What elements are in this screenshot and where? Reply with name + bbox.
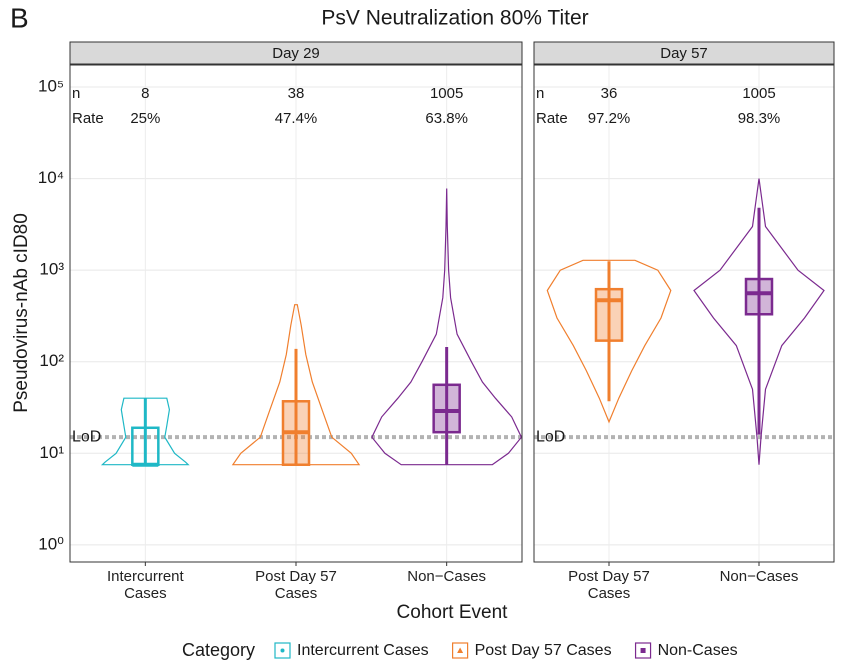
violin [693, 178, 825, 465]
n-value: 36 [601, 85, 618, 102]
x-tick-label: Non−Cases [407, 568, 487, 585]
x-tick-label: Non−Cases [719, 568, 799, 585]
legend-key [452, 642, 469, 659]
facet-strip [533, 41, 835, 65]
y-tick-label: 10¹ [39, 443, 64, 462]
violin [231, 304, 361, 466]
box [432, 383, 461, 434]
y-tick-label: 10⁵ [38, 77, 64, 96]
facet-title: Day 57 [660, 45, 708, 62]
n-value: 8 [141, 85, 149, 102]
violin [546, 259, 672, 424]
legend-marker [457, 647, 464, 653]
x-axis-label: Cohort Event [397, 602, 509, 623]
legend-marker [640, 648, 646, 653]
lod-label: LoD [72, 428, 101, 445]
rate-value: 47.4% [275, 110, 318, 127]
y-tick-label: 10⁰ [38, 534, 64, 553]
legend-label: Intercurrent Cases [297, 642, 429, 659]
n-label: n [536, 85, 544, 102]
rate-value: 25% [130, 110, 160, 127]
legend-title: Category [182, 640, 255, 660]
violin [100, 397, 190, 466]
chart-title: PsV Neutralization 80% Titer [321, 7, 588, 30]
x-tick-label: Post Day 57 Cases [568, 568, 650, 602]
rate-value: 98.3% [738, 110, 781, 127]
box [594, 287, 624, 342]
x-tick-label: Post Day 57 Cases [255, 568, 337, 602]
legend-marker [280, 648, 285, 653]
x-tick-label: Intercurrent Cases [106, 568, 184, 602]
panel-border [533, 64, 835, 563]
facet-title: Day 29 [272, 45, 320, 62]
y-tick-label: 10³ [39, 260, 64, 279]
panel-background [534, 65, 834, 562]
rate-label: Rate [72, 110, 104, 127]
rate-value: 63.8% [425, 110, 468, 127]
legend-key [634, 642, 652, 659]
box [131, 426, 160, 466]
legend-key [274, 642, 291, 659]
facet-strip [69, 41, 523, 65]
rate-value: 97.2% [588, 110, 631, 127]
lod-label: LoD [536, 428, 565, 445]
legend-label: Post Day 57 Cases [475, 642, 612, 659]
y-axis-label: Pseudovirus-nAb cID80 [11, 213, 32, 413]
n-label: n [72, 85, 80, 102]
y-tick-label: 10² [39, 351, 64, 370]
legend-label: Non-Cases [658, 642, 738, 659]
panel-label: B [10, 2, 29, 33]
rate-label: Rate [536, 110, 568, 127]
n-value: 38 [288, 85, 305, 102]
box [744, 277, 774, 316]
panel-border [69, 64, 523, 563]
n-value: 1005 [742, 85, 775, 102]
violin [371, 188, 523, 466]
y-tick-label: 10⁴ [38, 168, 64, 187]
n-value: 1005 [430, 85, 463, 102]
